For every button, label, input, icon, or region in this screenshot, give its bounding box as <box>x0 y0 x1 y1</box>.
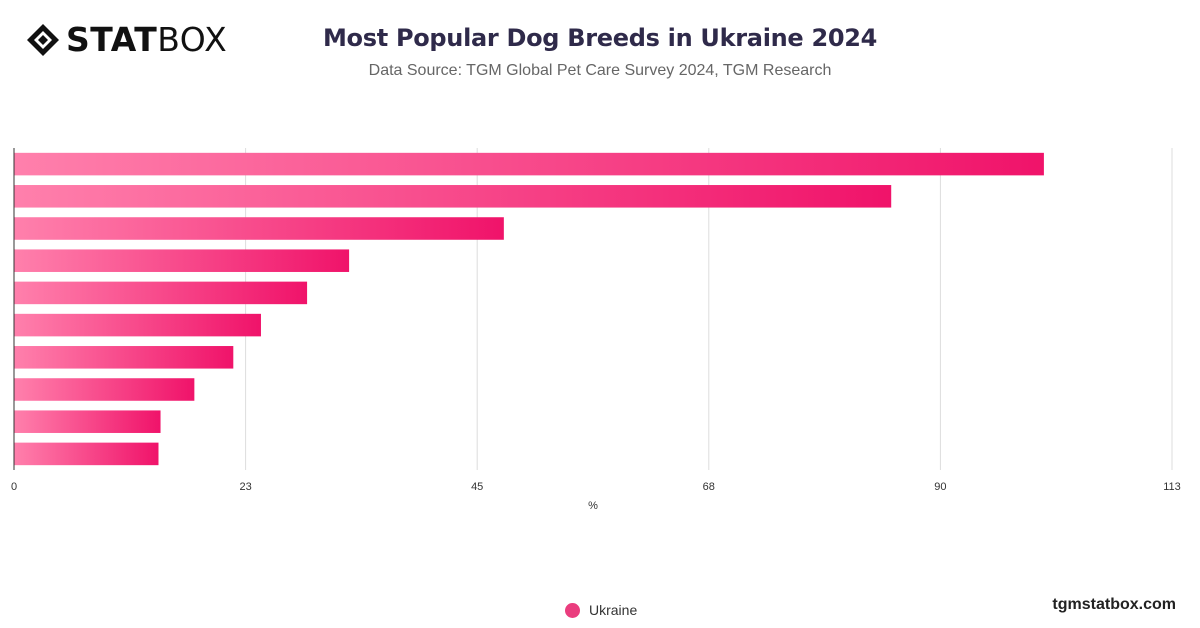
bar[interactable] <box>14 249 350 272</box>
logo-text-bold: STAT <box>66 20 158 59</box>
x-axis: 0 23 45 68 90 113% <box>11 148 1181 512</box>
legend[interactable]: Ukraine <box>565 602 637 618</box>
diamond-logo-icon <box>27 24 59 56</box>
chart-title: Most Popular Dog Breeds in Ukraine 2024 <box>322 24 878 52</box>
bar[interactable] <box>14 442 159 466</box>
legend-label-ukraine: Ukraine <box>589 602 638 618</box>
bar[interactable] <box>14 217 504 240</box>
legend-swatch-ukraine <box>565 602 580 618</box>
bar[interactable] <box>14 185 892 208</box>
x-tick-label: 113 <box>1163 481 1181 493</box>
x-tick-label: 0 <box>11 481 17 493</box>
chart-subtitle: Data Source: TGM Global Pet Care Survey … <box>368 62 832 79</box>
logo-text: STATBOX <box>66 22 227 58</box>
bar[interactable] <box>14 346 234 369</box>
brand-link[interactable]: tgmstatbox.com <box>1052 596 1176 613</box>
bars <box>14 152 1044 466</box>
bar[interactable] <box>14 313 261 337</box>
statbox-logo: STATBOX <box>26 22 227 58</box>
x-tick-label: 90 <box>934 481 946 493</box>
bar-chart: 0 23 45 68 90 113% <box>11 148 1181 512</box>
bar[interactable] <box>14 378 195 401</box>
bar[interactable] <box>14 152 1044 176</box>
x-tick-label: 68 <box>703 481 715 493</box>
x-tick-label: 23 <box>239 481 251 493</box>
bar[interactable] <box>14 410 161 433</box>
x-axis-label: % <box>588 500 598 512</box>
bar[interactable] <box>14 281 308 305</box>
logo-text-light: BOX <box>157 20 228 59</box>
x-tick-label: 45 <box>471 481 483 493</box>
